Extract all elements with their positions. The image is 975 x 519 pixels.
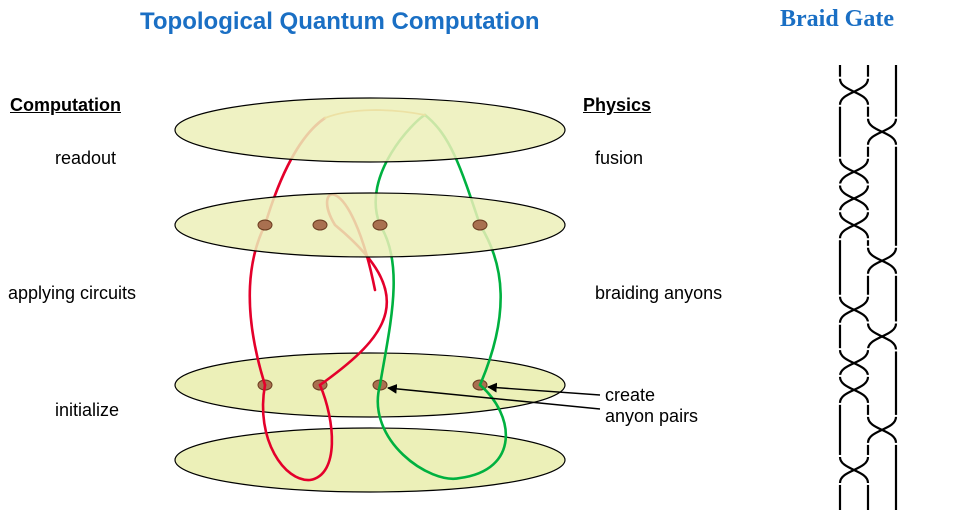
anyon-top-3 xyxy=(473,220,487,230)
anyon-top-2 xyxy=(373,220,387,230)
stage: Topological Quantum Computation Braid Ga… xyxy=(0,0,975,519)
diagram-svg xyxy=(0,0,975,519)
anyon-top-1 xyxy=(313,220,327,230)
time-slice-2 xyxy=(175,353,565,417)
anyon-top-0 xyxy=(258,220,272,230)
time-slice-1 xyxy=(175,193,565,257)
time-slice-0 xyxy=(175,98,565,162)
